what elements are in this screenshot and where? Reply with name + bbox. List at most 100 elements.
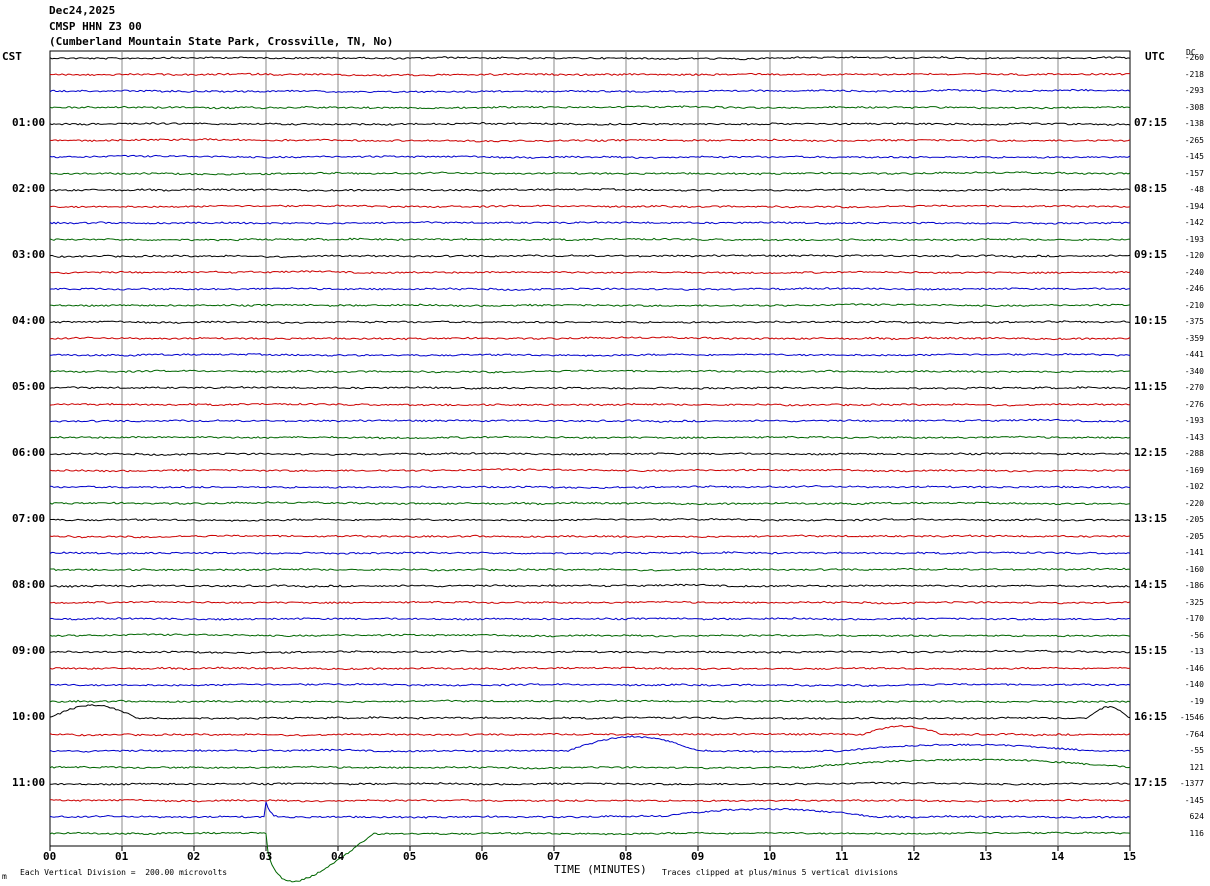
trace-line [49, 121, 1131, 126]
x-tick-label: 11 [835, 850, 849, 863]
dc-offset-label: 121 [1189, 762, 1204, 772]
dc-offset-label: -13 [1189, 647, 1204, 656]
dc-offset-label: -145 [1184, 152, 1204, 161]
dc-offset-label: -340 [1184, 366, 1204, 376]
dc-offset-label: -141 [1184, 548, 1204, 557]
trace-line [49, 617, 1131, 621]
dc-offset-label: -308 [1184, 102, 1204, 112]
dc-offset-label: -169 [1184, 465, 1204, 475]
dc-offset-label: -194 [1184, 201, 1204, 211]
trace-line [49, 649, 1131, 655]
record-date: Dec24,2025 [49, 4, 116, 17]
trace-line [49, 402, 1130, 407]
dc-label: DC [1186, 48, 1196, 57]
corner-mark: m [2, 872, 7, 881]
trace-line [49, 699, 1131, 704]
x-tick-label: 05 [403, 850, 417, 863]
trace-line [49, 72, 1130, 77]
left-hour-label: 09:00 [12, 644, 46, 657]
dc-offset-label: -240 [1184, 267, 1204, 277]
dc-offset-label: -205 [1184, 515, 1204, 524]
x-axis-title: TIME (MINUTES) [554, 863, 647, 876]
dc-offset-label: -193 [1184, 234, 1204, 244]
dc-offset-label: -146 [1184, 663, 1204, 673]
dc-offset-label: -1377 [1179, 779, 1204, 788]
trace-line [49, 55, 1131, 61]
dc-offset-label: -145 [1184, 795, 1204, 805]
left-hour-label: 11:00 [12, 776, 46, 789]
dc-offset-label: -142 [1184, 218, 1204, 227]
trace-line [49, 534, 1131, 539]
x-tick-label: 04 [331, 850, 345, 863]
trace-line [50, 600, 1131, 605]
left-hour-label: 06:00 [12, 446, 46, 459]
x-tick-label: 09 [691, 850, 705, 863]
dc-offset-label: -186 [1184, 581, 1204, 590]
dc-offset-label: -359 [1184, 333, 1204, 343]
trace-line [49, 188, 1131, 192]
dc-offset-label: -218 [1184, 69, 1204, 79]
trace-line [49, 369, 1131, 374]
right-hour-label: 15:15 [1134, 644, 1168, 657]
trace-line [49, 352, 1131, 357]
trace-line [49, 138, 1131, 143]
trace-line [49, 336, 1131, 341]
station-location: (Cumberland Mountain State Park, Crossvi… [49, 35, 394, 48]
trace-line [49, 320, 1131, 325]
x-tick-label: 12 [907, 850, 921, 863]
plot-frame [49, 50, 1131, 847]
x-tick-label: 00 [43, 850, 57, 863]
left-hour-label: 10:00 [12, 710, 46, 723]
trace-line [49, 154, 1131, 159]
dc-offset-label: -375 [1184, 317, 1204, 326]
right-hour-label: 16:15 [1134, 710, 1168, 723]
left-hour-label: 08:00 [12, 578, 46, 591]
trace-line [49, 287, 1131, 291]
dc-offset-label: -220 [1184, 498, 1204, 508]
dc-offset-label: -325 [1184, 597, 1204, 607]
dc-offset-label: -102 [1184, 482, 1204, 491]
trace-line [49, 468, 1131, 473]
x-tick-label: 10 [763, 850, 777, 863]
left-hour-label: 02:00 [12, 182, 46, 195]
trace-line [49, 220, 1130, 225]
trace-line [49, 484, 1131, 490]
dc-offset-label: -293 [1184, 86, 1204, 95]
trace-line [49, 237, 1131, 242]
trace-line [49, 781, 1131, 786]
right-hour-label: 09:15 [1134, 248, 1168, 261]
right-hour-label: 11:15 [1134, 380, 1168, 393]
dc-offset-label: -193 [1184, 416, 1204, 425]
trace-line [49, 254, 1131, 259]
trace-line [50, 517, 1131, 522]
trace-line [49, 88, 1131, 94]
trace-line [49, 725, 1131, 737]
dc-offset-label: -19 [1189, 696, 1204, 706]
left-hour-label: 07:00 [12, 512, 46, 525]
x-tick-label: 14 [1051, 850, 1065, 863]
left-hour-label: 03:00 [12, 248, 46, 261]
trace-line [49, 418, 1131, 423]
trace-line [49, 704, 1131, 720]
trace-line [49, 171, 1131, 176]
trace-line [49, 682, 1131, 687]
right-hour-label: 07:15 [1134, 116, 1168, 129]
right-hour-label: 08:15 [1134, 182, 1168, 195]
trace-line [50, 567, 1131, 572]
dc-offset-label: -160 [1184, 564, 1204, 574]
right-hour-label: 12:15 [1134, 446, 1168, 459]
trace-line [49, 801, 1131, 819]
dc-offset-label: -265 [1184, 135, 1204, 145]
clip-note: Traces clipped at plus/minus 5 vertical … [662, 868, 899, 877]
right-timezone-label: UTC [1145, 50, 1165, 63]
dc-offset-label: -170 [1184, 614, 1204, 623]
right-hour-label: 10:15 [1134, 314, 1168, 327]
dc-offset-label: -55 [1189, 746, 1204, 755]
x-tick-label: 03 [259, 850, 273, 863]
dc-offset-label: -441 [1184, 350, 1204, 359]
dc-offset-label: -138 [1184, 119, 1204, 128]
trace-line [49, 385, 1131, 390]
left-hour-label: 01:00 [12, 116, 46, 129]
trace-line [49, 633, 1131, 638]
vertical-division-note: Each Vertical Division = 200.00 microvol… [20, 868, 228, 877]
